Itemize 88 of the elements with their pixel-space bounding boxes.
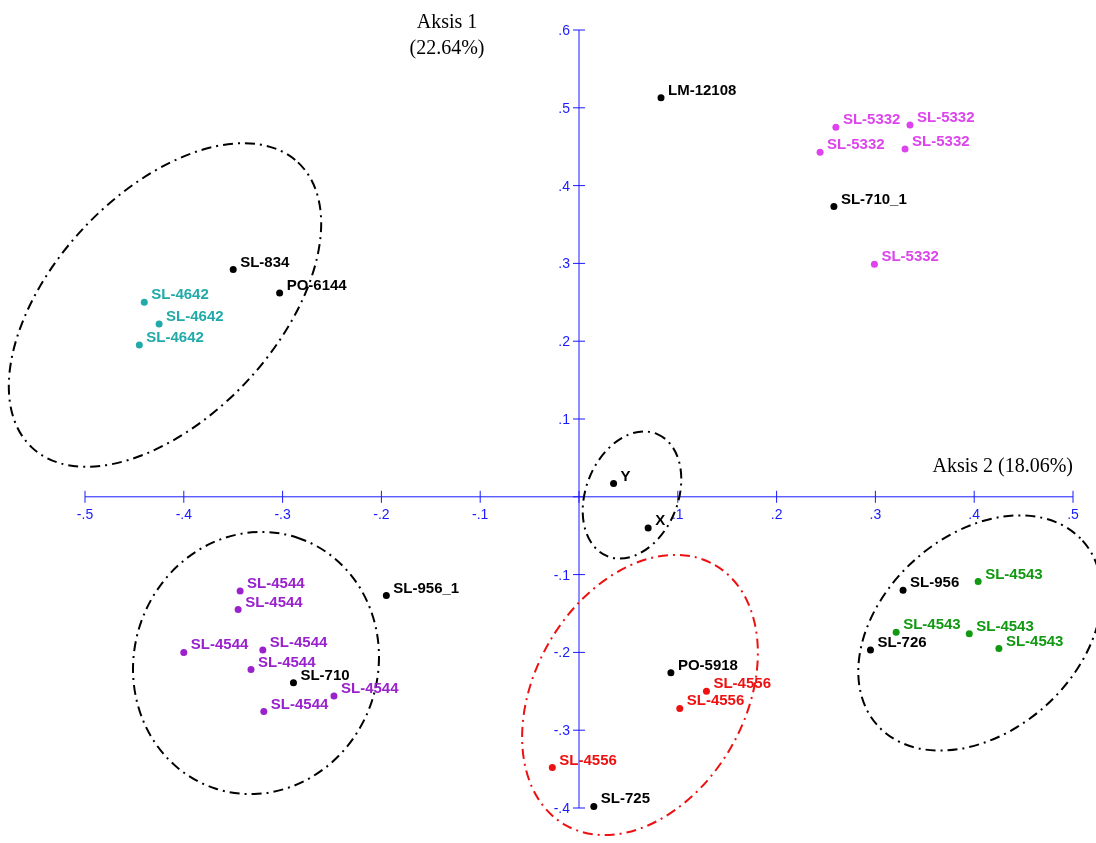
x-tick-label: .4 <box>968 505 981 522</box>
annotation: SL-4543 <box>985 564 1043 582</box>
point <box>866 646 874 654</box>
annotation: SL-4543 <box>976 616 1034 634</box>
annotation: SL-726 <box>877 633 927 651</box>
point <box>180 648 188 656</box>
point <box>906 121 914 129</box>
annotation: SL-4544 <box>269 633 329 651</box>
annotation: SL-4543 <box>1005 631 1064 649</box>
point <box>330 692 338 700</box>
annotation: SL-4544 <box>257 652 317 670</box>
y-tick-label: -.3 <box>553 722 571 739</box>
y-tick-label: .4 <box>558 177 571 194</box>
y-tick-label: .1 <box>558 411 571 427</box>
point <box>667 669 675 677</box>
annotation: SL-5332 <box>842 110 901 128</box>
x-tick-label: -.1 <box>472 505 489 522</box>
point <box>832 123 840 131</box>
annotation: SL-4544 <box>247 573 306 591</box>
point <box>155 320 163 328</box>
annotation: SL-4544 <box>190 635 249 653</box>
annotation: SL-956 <box>910 573 960 591</box>
y-tick-label: .5 <box>558 99 571 116</box>
point <box>548 764 556 772</box>
point <box>830 203 838 211</box>
point <box>816 148 824 156</box>
point <box>229 266 237 274</box>
point <box>276 289 284 297</box>
point <box>382 592 390 600</box>
annotation: SL-4543 <box>903 615 961 633</box>
x-tick-label: -.3 <box>274 505 291 522</box>
point <box>676 704 684 712</box>
x-tick-label: -.2 <box>373 505 390 522</box>
annotation: SL-4556 <box>713 674 771 692</box>
y-tick-label: -.1 <box>553 566 571 583</box>
point <box>236 587 244 595</box>
annotation: SL-725 <box>600 789 651 807</box>
point <box>590 802 598 810</box>
y-tick-label: -.2 <box>553 644 571 661</box>
x-tick-label: -.4 <box>175 505 193 522</box>
annotation: SL-4556 <box>686 691 745 709</box>
point <box>644 524 652 532</box>
point <box>140 298 148 306</box>
y-tick-label: .2 <box>558 333 571 350</box>
point <box>260 708 268 716</box>
annotation: LM-12108 <box>668 80 737 98</box>
annotation: SL-5332 <box>916 107 975 125</box>
annotation: SL-4642 <box>151 285 209 303</box>
annotation: SL-5332 <box>827 135 885 153</box>
annotation: SL-956_1 <box>393 578 460 596</box>
point <box>892 628 900 636</box>
point <box>901 145 909 153</box>
x-axis-title: Aksis 2 (18.06%) <box>932 454 1073 477</box>
annotation: SL-4556 <box>559 750 617 768</box>
point <box>974 578 982 586</box>
point <box>289 679 297 687</box>
annotation: SL-5332 <box>912 132 970 150</box>
annotation: Y <box>620 466 631 484</box>
annotation: SL-710_1 <box>840 189 907 207</box>
y-tick-label: .3 <box>558 255 571 272</box>
point <box>965 630 973 638</box>
annotation: PO-5918 <box>677 655 738 673</box>
x-tick-label: .2 <box>770 505 783 522</box>
annotation: SL-4642 <box>166 307 224 325</box>
point <box>610 480 618 488</box>
point <box>870 260 878 268</box>
annotation: SL-5332 <box>881 247 939 265</box>
point <box>995 645 1003 653</box>
point <box>135 341 143 349</box>
x-tick-label: .1 <box>671 505 684 522</box>
y-tick-label: -.4 <box>553 800 571 816</box>
point <box>657 94 665 102</box>
y-axis-title: Aksis 1 (22.64%) <box>409 10 485 59</box>
annotation: PO-6144 <box>286 275 348 293</box>
annotation: SL-834 <box>240 252 291 270</box>
point <box>702 687 710 695</box>
point <box>899 586 907 594</box>
x-tick-label: -.5 <box>76 505 94 522</box>
annotation: X <box>655 510 666 528</box>
x-tick-label: .5 <box>1067 505 1080 522</box>
point <box>234 606 242 614</box>
y-tick-label: .6 <box>558 22 571 38</box>
point <box>247 666 255 674</box>
point <box>259 646 267 654</box>
annotation: SL-4642 <box>146 328 204 346</box>
annotation: SL-4544 <box>270 694 330 712</box>
x-tick-label: .3 <box>869 505 882 522</box>
annotation: SL-4544 <box>245 592 304 610</box>
